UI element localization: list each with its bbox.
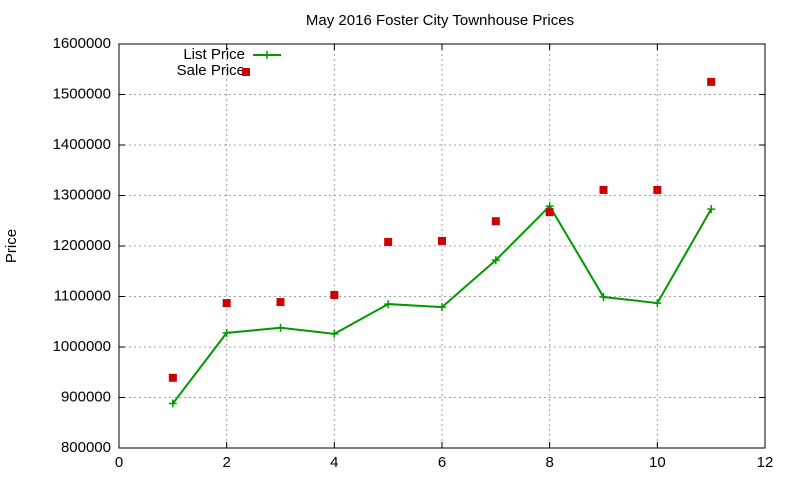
point-marker bbox=[653, 299, 662, 308]
chart-title: May 2016 Foster City Townhouse Prices bbox=[306, 12, 574, 29]
point-marker bbox=[491, 217, 500, 226]
legend-label: List Price bbox=[183, 46, 245, 63]
x-tick-label: 0 bbox=[115, 454, 123, 471]
y-tick-label: 1600000 bbox=[53, 35, 111, 52]
y-tick-label: 800000 bbox=[61, 439, 111, 456]
point-marker bbox=[276, 323, 285, 332]
point-marker bbox=[491, 256, 500, 265]
point-marker bbox=[222, 328, 231, 337]
point-marker bbox=[384, 300, 393, 309]
x-tick-label: 12 bbox=[757, 454, 774, 471]
point-marker bbox=[330, 290, 339, 299]
point-marker bbox=[438, 236, 446, 245]
y-tick-label: 900000 bbox=[61, 388, 111, 405]
plot-border bbox=[118, 43, 766, 449]
point-marker bbox=[438, 303, 446, 312]
point-marker bbox=[222, 299, 231, 308]
y-tick-label: 1500000 bbox=[53, 85, 111, 102]
y-tick-label: 1400000 bbox=[53, 136, 111, 153]
point-marker bbox=[707, 205, 716, 214]
y-axis-label: Price bbox=[3, 229, 20, 263]
legend-label: Sale Price bbox=[177, 62, 245, 79]
x-tick-label: 4 bbox=[330, 454, 338, 471]
point-marker bbox=[599, 185, 608, 194]
point-marker bbox=[384, 237, 393, 246]
y-tick-label: 1200000 bbox=[53, 237, 111, 254]
x-tick-label: 8 bbox=[545, 454, 553, 471]
x-tick-label: 10 bbox=[649, 454, 666, 471]
x-tick-label: 6 bbox=[438, 454, 446, 471]
point-marker bbox=[707, 77, 716, 86]
point-marker bbox=[168, 399, 177, 408]
legend-marker bbox=[242, 68, 250, 76]
point-marker bbox=[168, 373, 177, 382]
y-tick-label: 1000000 bbox=[53, 338, 111, 355]
point-marker bbox=[599, 293, 608, 302]
point-marker bbox=[330, 329, 339, 338]
point-marker bbox=[653, 185, 662, 194]
y-tick-label: 1100000 bbox=[54, 287, 111, 304]
point-marker bbox=[276, 298, 285, 307]
point-marker bbox=[545, 208, 554, 217]
x-tick-label: 2 bbox=[222, 454, 230, 471]
y-tick-label: 1300000 bbox=[53, 186, 111, 203]
legend-marker bbox=[263, 51, 271, 59]
